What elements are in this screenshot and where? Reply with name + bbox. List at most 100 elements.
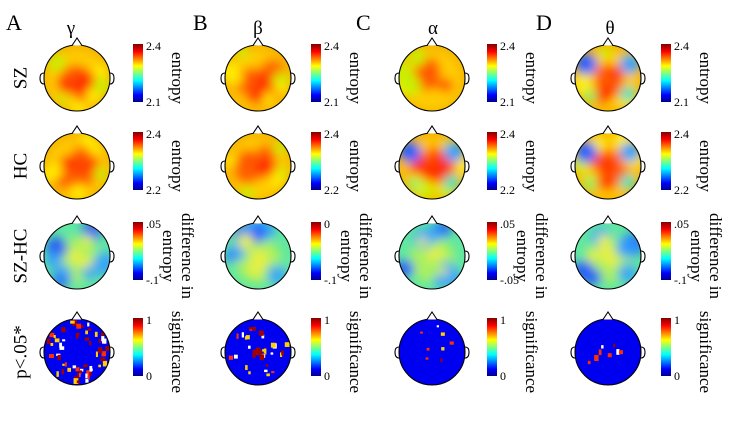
colorbar-min-label: 2.1 — [674, 95, 689, 109]
colorbar-min-label: -.1 — [324, 273, 337, 287]
row-label: SZ-HC — [10, 229, 31, 284]
colorbar — [133, 318, 143, 376]
measure-label: entropy — [168, 140, 187, 192]
colorbar-min-label: -.1 — [146, 273, 159, 287]
topomap: 2.4 2.1 entropy — [394, 37, 541, 112]
colorbar — [311, 222, 321, 280]
colorbar-min-label: 0 — [674, 369, 680, 383]
colorbar-max-label: .05 — [500, 217, 515, 231]
measure-label-line2: entropy — [513, 230, 532, 282]
measure-label: significance — [346, 311, 365, 393]
colorbar-max-label: 2.4 — [324, 39, 339, 53]
topomap-fill — [44, 45, 110, 111]
colorbar-max-label: 1 — [500, 313, 506, 327]
colorbar-min-label: 2.2 — [674, 183, 689, 197]
topomap: 2.4 2.2 entropy — [220, 125, 365, 200]
topomap: 1 0 significance — [570, 311, 715, 393]
colorbar — [487, 318, 497, 376]
head-outline — [39, 311, 115, 386]
colorbar-min-label: -.1 — [674, 273, 687, 287]
colorbar-min-label: 2.1 — [500, 95, 515, 109]
measure-label: entropy — [346, 140, 365, 192]
colorbar-max-label: 1 — [146, 313, 152, 327]
colorbar-max-label: .05 — [146, 217, 161, 231]
colorbar — [661, 318, 671, 376]
topomap-fill — [399, 319, 465, 385]
colorbar-max-label: 1 — [324, 313, 330, 327]
topomap-fill — [225, 133, 291, 199]
topomap-fill — [575, 133, 641, 199]
panel-letter-b: B — [193, 10, 208, 35]
colorbar-min-label: 2.1 — [324, 95, 339, 109]
panel-letter-d: D — [536, 10, 552, 35]
head-outline — [570, 215, 646, 290]
measure-label: entropy — [168, 52, 187, 104]
head-outline — [220, 37, 296, 112]
head-outline — [394, 37, 470, 112]
colorbar-max-label: 2.4 — [146, 127, 161, 141]
measure-label: entropy — [346, 52, 365, 104]
topomap: 2.4 2.2 entropy — [570, 125, 715, 200]
topomap: 2.4 2.1 entropy — [220, 37, 365, 112]
row-label: SZ — [10, 67, 31, 89]
measure-label-line1: difference in — [532, 213, 551, 300]
band-label-c: α — [428, 18, 438, 39]
topomap: 2.4 2.1 entropy — [570, 37, 715, 112]
head-outline — [220, 125, 296, 200]
topomap-fill — [399, 133, 465, 199]
row-label: HC — [10, 153, 31, 179]
colorbar-max-label: 2.4 — [146, 39, 161, 53]
colorbar-min-label: 2.2 — [146, 183, 161, 197]
topomap-fill — [575, 319, 641, 385]
colorbar-max-label: .05 — [674, 217, 689, 231]
measure-label: entropy — [522, 52, 541, 104]
head-outline — [570, 37, 646, 112]
colorbar — [311, 132, 321, 190]
measure-label: entropy — [696, 140, 715, 192]
colorbar-min-label: 0 — [146, 369, 152, 383]
head-outline — [39, 37, 115, 112]
row-label: p<.05* — [10, 325, 31, 378]
measure-label: entropy — [522, 140, 541, 192]
head-outline — [220, 215, 296, 290]
colorbar — [487, 132, 497, 190]
colorbar-min-label: -.05 — [500, 273, 519, 287]
colorbar-min-label: 2.2 — [500, 183, 515, 197]
measure-label-line1: difference in — [356, 213, 375, 300]
head-outline — [394, 215, 470, 290]
panel-letter-c: C — [356, 10, 371, 35]
colorbar-max-label: 2.4 — [674, 127, 689, 141]
topomap: 2.4 2.1 entropy — [39, 37, 187, 112]
colorbar — [311, 318, 321, 376]
colorbar-max-label: 2.4 — [674, 39, 689, 53]
topomap-fill — [575, 223, 641, 289]
head-outline — [220, 311, 296, 386]
measure-label-line1: difference in — [706, 213, 725, 300]
colorbar-min-label: 0 — [500, 369, 506, 383]
measure-label: significance — [696, 311, 715, 393]
topomap: 2.4 2.2 entropy — [394, 125, 541, 200]
colorbar-max-label: 2.4 — [500, 127, 515, 141]
topomap-fill — [225, 45, 291, 111]
topomap-fill — [225, 319, 291, 385]
topomap-fill — [225, 223, 291, 289]
topomap-fill — [575, 45, 641, 111]
colorbar — [133, 222, 143, 280]
topomap: 1 0 significance — [220, 311, 365, 393]
colorbar-max-label: 2.4 — [324, 127, 339, 141]
colorbar — [133, 132, 143, 190]
topomap-fill — [44, 319, 110, 385]
measure-label: significance — [168, 311, 187, 393]
colorbar — [661, 132, 671, 190]
measure-label: significance — [522, 311, 541, 393]
colorbar — [487, 44, 497, 102]
colorbar-min-label: 2.1 — [146, 95, 161, 109]
colorbar — [661, 44, 671, 102]
head-outline — [39, 215, 115, 290]
colorbar — [133, 44, 143, 102]
colorbar — [311, 44, 321, 102]
